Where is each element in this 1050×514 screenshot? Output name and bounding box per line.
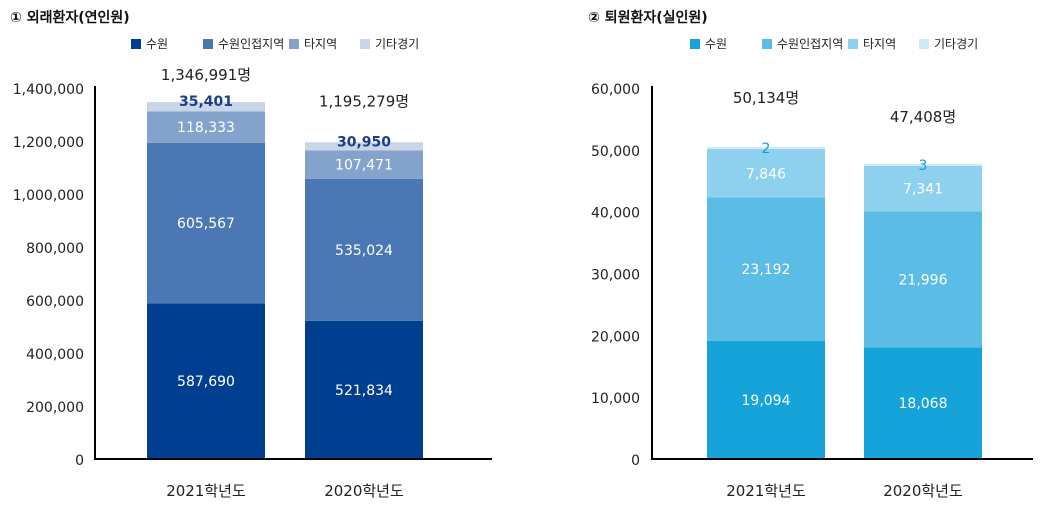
bar-segment — [147, 142, 265, 304]
bar-segment — [147, 111, 265, 143]
total-label: 47,408명 — [890, 108, 956, 126]
legend-item: 수원인접지역 — [762, 37, 843, 51]
legend-label: 수원인접지역 — [218, 37, 284, 51]
legend-label: 수원인접지역 — [777, 37, 843, 51]
bar-segment — [707, 197, 825, 341]
y-tick-label: 1,400,000 — [13, 82, 84, 98]
legend-swatch — [131, 39, 141, 49]
bar-segment — [707, 340, 825, 459]
bar-segment — [864, 165, 982, 212]
bar-segment — [707, 147, 825, 150]
total-label: 1,195,279명 — [319, 92, 409, 110]
bar-segment — [864, 211, 982, 348]
data-label: 7,846 — [746, 166, 786, 182]
data-label: 521,834 — [335, 383, 393, 399]
data-label: 30,950 — [337, 134, 391, 150]
y-tick-label: 200,000 — [26, 400, 84, 416]
chart-1: ① 외래환자(연인원) 수원 수원인접지역 타지역 기타경기 0 200,000 400,00… — [10, 9, 492, 500]
y-tick-label: 1,200,000 — [13, 135, 84, 151]
data-label: 7,341 — [903, 182, 943, 198]
bar-segment — [305, 150, 423, 179]
x-category-label: 2020학년도 — [324, 482, 404, 500]
chart-title: ② 퇴원환자(실인원) — [588, 9, 708, 26]
legend-item: 기타경기 — [360, 37, 419, 51]
bar-segment — [707, 149, 825, 198]
legend-item: 타지역 — [848, 37, 896, 51]
legend: 수원 수원인접지역 타지역 기타경기 — [690, 37, 978, 51]
bar-segment — [864, 163, 982, 166]
y-tick-label: 10,000 — [591, 391, 640, 407]
data-label: 605,567 — [177, 216, 235, 232]
legend-swatch — [360, 39, 370, 49]
legend-label: 수원 — [146, 37, 168, 51]
total-label: 50,134명 — [733, 89, 799, 107]
legend-label: 수원 — [705, 37, 727, 51]
legend-swatch — [203, 39, 213, 49]
data-label: 23,192 — [742, 262, 791, 278]
data-label: 535,024 — [335, 243, 393, 259]
bar-segment — [305, 178, 423, 321]
data-label: 35,401 — [179, 94, 233, 110]
data-label: 3 — [919, 158, 928, 174]
legend: 수원 수원인접지역 타지역 기타경기 — [131, 37, 419, 51]
y-tick-label: 600,000 — [26, 294, 84, 310]
data-label: 18,068 — [899, 396, 948, 412]
legend-label: 타지역 — [304, 37, 337, 51]
legend-label: 기타경기 — [934, 37, 978, 51]
bar-segment — [864, 347, 982, 459]
y-tick-label: 0 — [631, 453, 640, 469]
bar-segment — [305, 142, 423, 151]
x-category-label: 2021학년도 — [726, 482, 806, 500]
y-tick-label: 1,000,000 — [13, 188, 84, 204]
data-label: 118,333 — [177, 120, 235, 136]
legend-swatch — [848, 39, 858, 49]
y-tick-label: 30,000 — [591, 268, 640, 284]
y-tick-label: 0 — [75, 453, 84, 469]
y-tick-label: 800,000 — [26, 241, 84, 257]
data-label: 2 — [762, 141, 771, 157]
y-tick-label: 50,000 — [591, 144, 640, 160]
legend-item: 수원인접지역 — [203, 37, 284, 51]
legend-item: 수원 — [131, 37, 168, 51]
chart-title: ① 외래환자(연인원) — [10, 9, 130, 26]
y-tick-label: 40,000 — [591, 206, 640, 222]
y-tick-label: 400,000 — [26, 347, 84, 363]
x-category-label: 2021학년도 — [166, 482, 246, 500]
y-tick-label: 60,000 — [591, 82, 640, 98]
chart-2: ② 퇴원환자(실인원) 수원 수원인접지역 타지역 기타경기 0 10,000 20,000 3… — [588, 9, 1033, 500]
legend-item: 기타경기 — [919, 37, 978, 51]
data-label: 107,471 — [335, 158, 393, 174]
legend-item: 타지역 — [289, 37, 337, 51]
legend-swatch — [919, 39, 929, 49]
bar-segment — [147, 303, 265, 459]
y-tick-label: 20,000 — [591, 329, 640, 345]
legend-swatch — [289, 39, 299, 49]
legend-item: 수원 — [690, 37, 727, 51]
data-label: 587,690 — [177, 374, 235, 390]
legend-swatch — [762, 39, 772, 49]
legend-label: 타지역 — [863, 37, 896, 51]
bar-segment — [147, 102, 265, 112]
x-category-label: 2020학년도 — [883, 482, 963, 500]
total-label: 1,346,991명 — [161, 66, 251, 84]
legend-swatch — [690, 39, 700, 49]
bar-segment — [305, 320, 423, 459]
data-label: 21,996 — [899, 272, 948, 288]
legend-label: 기타경기 — [375, 37, 419, 51]
data-label: 19,094 — [742, 393, 791, 409]
